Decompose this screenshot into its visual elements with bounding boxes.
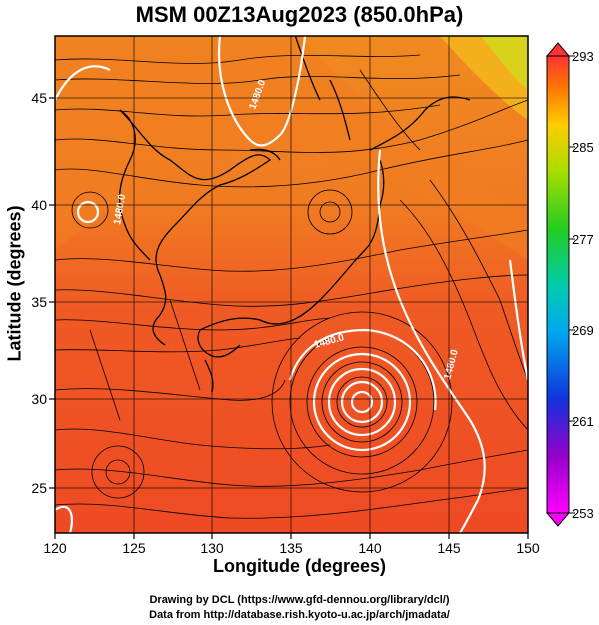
credit-drawing: Drawing by DCL (https://www.gfd-dennou.o… <box>149 594 450 606</box>
colorbar-label: 261 <box>572 414 594 429</box>
credit-data: Data from http://database.rish.kyoto-u.a… <box>149 609 450 621</box>
colorbar-gradient <box>546 55 570 514</box>
colorbar-top-arrow <box>545 42 571 57</box>
x-axis <box>54 533 529 539</box>
contour-label: 1480.0 <box>112 193 128 225</box>
x-tick-label: 145 <box>437 540 461 556</box>
x-tick-label: 135 <box>279 540 303 556</box>
grid-lines <box>55 36 528 533</box>
colorbar-label: 269 <box>572 323 594 338</box>
y-tick-labels: 25 30 35 40 45 <box>31 90 47 496</box>
x-tick-label: 150 <box>516 540 540 556</box>
y-axis <box>49 97 55 489</box>
x-tick-label: 140 <box>358 540 382 556</box>
y-tick-label: 45 <box>31 90 47 106</box>
colorbar-bottom-arrow <box>545 512 571 527</box>
x-tick-labels: 120 125 130 135 140 145 150 <box>43 540 540 556</box>
y-tick-label: 25 <box>31 480 47 496</box>
y-tick-label: 30 <box>31 391 47 407</box>
y-tick-label: 40 <box>31 197 47 213</box>
coastlines <box>118 36 471 393</box>
colorbar-label: 285 <box>572 140 594 155</box>
x-tick-label: 120 <box>43 540 67 556</box>
x-axis-title: Longitude (degrees) <box>212 556 386 576</box>
map-title: MSM 00Z13Aug2023 (850.0hPa) <box>135 2 464 27</box>
contours <box>55 36 528 533</box>
x-tick-label: 125 <box>122 540 146 556</box>
x-tick-label: 130 <box>200 540 224 556</box>
colorbar-label: 277 <box>572 232 594 247</box>
colorbar: 293 285 277 269 261 253 <box>545 42 594 527</box>
wind-streamlines <box>55 54 528 519</box>
y-tick-label: 35 <box>31 294 47 310</box>
y-axis-title: Latitude (degrees) <box>4 205 25 362</box>
colorbar-label: 253 <box>572 506 594 521</box>
colorbar-label: 293 <box>572 49 594 64</box>
